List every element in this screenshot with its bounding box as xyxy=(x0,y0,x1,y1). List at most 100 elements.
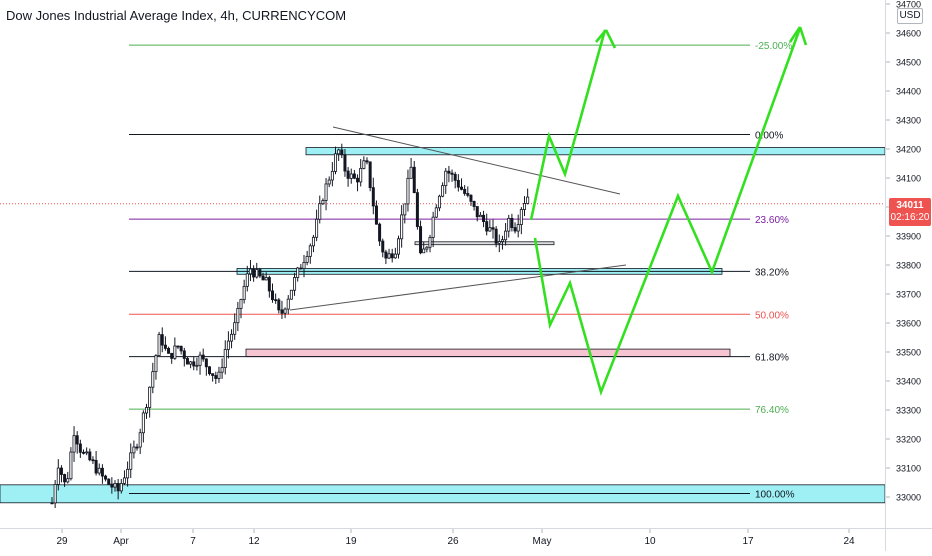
candle-body xyxy=(337,149,341,155)
candle xyxy=(371,177,375,215)
candle xyxy=(406,169,410,212)
candle xyxy=(425,246,429,253)
candle xyxy=(526,188,530,205)
candle xyxy=(94,451,98,476)
candle xyxy=(201,348,205,362)
fib-label: 23.60% xyxy=(755,215,789,226)
time-tick-label: 7 xyxy=(190,536,196,547)
candle xyxy=(330,162,334,187)
candle-body xyxy=(340,149,344,156)
candle-body xyxy=(97,467,101,474)
candle-body xyxy=(78,443,82,453)
candle-body xyxy=(428,237,432,248)
candle-body xyxy=(378,223,382,242)
candle xyxy=(494,226,498,248)
candle xyxy=(513,222,517,234)
candles xyxy=(50,143,530,509)
price-tick-label: 33600 xyxy=(896,319,921,329)
candle xyxy=(419,220,423,255)
candle xyxy=(374,200,378,225)
candle xyxy=(504,223,508,246)
last-price-tag: 34011 02:16:20 xyxy=(889,198,931,226)
candle xyxy=(308,243,312,264)
candle-body xyxy=(132,446,136,454)
projection-arrows xyxy=(529,26,808,397)
candle xyxy=(519,207,523,235)
candle-body xyxy=(431,216,435,238)
candle xyxy=(343,149,347,177)
time-tick-label: 29 xyxy=(56,536,68,547)
candle-body xyxy=(230,333,234,342)
candle xyxy=(195,357,199,371)
candle xyxy=(63,473,67,487)
candle-body xyxy=(255,269,259,278)
candle xyxy=(214,371,218,384)
time-axis[interactable]: 29 Apr 7 12 19 26 May 10 17 24 xyxy=(0,528,885,551)
candle xyxy=(356,174,360,192)
fib-label: 61.80% xyxy=(755,353,789,364)
price-tick-label: 34600 xyxy=(896,29,921,39)
candle-body xyxy=(144,407,148,414)
candle xyxy=(163,336,167,351)
candle xyxy=(233,313,237,340)
candle xyxy=(82,449,86,455)
candle-body xyxy=(368,161,372,189)
candle xyxy=(352,170,356,180)
candle-body xyxy=(400,214,404,240)
candle-body xyxy=(154,355,158,373)
bearish-then-bullish-projection xyxy=(533,27,802,397)
price-tick-label: 34400 xyxy=(896,87,921,97)
candle xyxy=(381,238,385,258)
candle-body xyxy=(466,193,470,196)
candle-body xyxy=(526,196,530,204)
candle-body xyxy=(274,299,278,302)
candle-body xyxy=(198,354,202,366)
candle-body xyxy=(160,334,164,346)
time-tick-label: May xyxy=(533,536,552,547)
price-axis-svg: 3470034600345003440034300342003410034000… xyxy=(886,0,921,503)
candle-body xyxy=(185,358,189,365)
candle-body xyxy=(148,386,152,408)
candle-body xyxy=(75,435,79,445)
price-axis[interactable]: 3470034600345003440034300342003410034000… xyxy=(885,0,932,528)
candle xyxy=(488,219,492,232)
time-tick-label: 19 xyxy=(345,536,357,547)
candle xyxy=(113,480,117,492)
candle xyxy=(337,148,341,161)
candle xyxy=(318,195,322,224)
candle xyxy=(138,428,142,455)
candle xyxy=(510,213,514,232)
candle-body xyxy=(330,170,334,181)
candle xyxy=(289,289,293,300)
candle xyxy=(387,248,391,260)
candle-body xyxy=(412,166,416,194)
candle xyxy=(516,214,520,238)
candle-body xyxy=(403,203,407,216)
time-tick-label: 10 xyxy=(644,536,656,547)
bullish-arrowhead-left xyxy=(595,29,607,43)
candle-body xyxy=(327,179,331,185)
candle xyxy=(104,474,108,482)
chart-title: Dow Jones Industrial Average Index, 4h, … xyxy=(6,8,347,23)
candle-body xyxy=(293,277,297,291)
candle xyxy=(453,171,457,189)
candle xyxy=(293,272,297,296)
candle xyxy=(321,198,325,206)
bar-countdown: 02:16:20 xyxy=(890,212,930,223)
candle-body xyxy=(173,345,177,359)
candle-body xyxy=(491,227,495,230)
candle-body xyxy=(346,170,350,179)
candle-body xyxy=(233,322,237,335)
candle xyxy=(299,264,303,270)
candle-body xyxy=(387,253,391,259)
candle-body xyxy=(485,221,489,232)
candle xyxy=(491,219,495,239)
currency-badge[interactable]: USD xyxy=(897,8,923,24)
candle-body xyxy=(299,267,303,270)
time-tick-label: Apr xyxy=(113,536,129,547)
candle xyxy=(129,443,133,479)
candle xyxy=(69,447,73,481)
candle xyxy=(66,471,70,484)
